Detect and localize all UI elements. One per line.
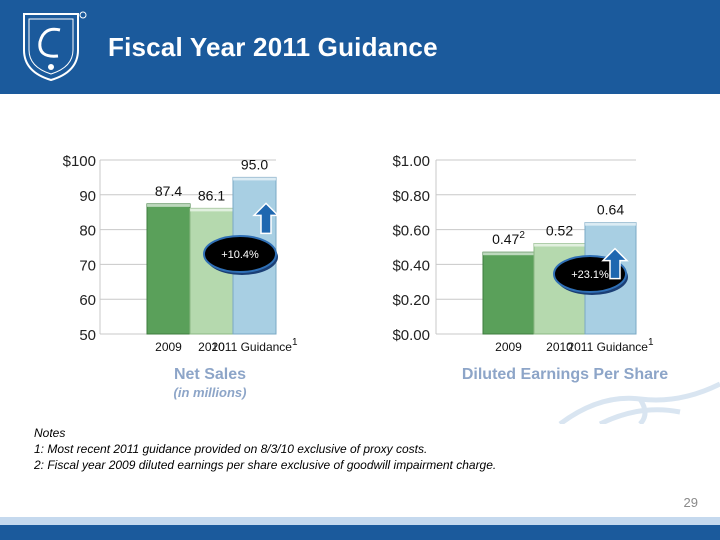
bar-value-label: 87.4 bbox=[155, 183, 182, 199]
bar-highlight bbox=[483, 252, 534, 256]
x-category-label: 2010 bbox=[198, 340, 225, 354]
y-tick-label: $0.60 bbox=[392, 223, 430, 240]
x-category-label: 2009 bbox=[155, 340, 182, 354]
page-title: Fiscal Year 2011 Guidance bbox=[108, 32, 438, 62]
charts-canvas: 50 60 70 80 90 $100 87.4 2009 86.1 2010 95.0 2011 G… bbox=[63, 153, 720, 424]
x-category-label: 2011 Guidance1 bbox=[567, 337, 654, 354]
company-crest-logo bbox=[23, 11, 87, 82]
note-1: 1: Most recent 2011 guidance provided on… bbox=[34, 442, 428, 456]
eps-chart-title: Diluted Earnings Per Share bbox=[461, 366, 669, 383]
net-sales-chart-title: Net Sales bbox=[173, 366, 247, 383]
bar-value-label: 86.1 bbox=[198, 187, 225, 203]
y-tick-label: 80 bbox=[79, 223, 96, 240]
note-2: 2: Fiscal year 2009 diluted earnings per… bbox=[34, 458, 497, 472]
net-sales-chart-subtitle: (in millions) bbox=[173, 385, 247, 400]
bar-2009 bbox=[482, 251, 535, 335]
bar-2009 bbox=[146, 203, 191, 335]
x-category-label: 2009 bbox=[495, 340, 522, 354]
value-superscript: 2 bbox=[519, 230, 525, 241]
growth-badge-label: +10.4% bbox=[221, 249, 259, 261]
net-sales-chart: 50 60 70 80 90 $100 87.4 2009 86.1 2010 95.0 2011 G… bbox=[63, 153, 298, 354]
bar-highlight bbox=[233, 177, 276, 181]
category-superscript: 1 bbox=[648, 337, 654, 348]
bar-value-label: 0.472 bbox=[492, 230, 525, 247]
notes-heading: Notes bbox=[34, 426, 66, 440]
page-number: 29 bbox=[683, 495, 698, 510]
bar-value-label: 95.0 bbox=[241, 156, 268, 172]
y-tick-label: 90 bbox=[79, 188, 96, 205]
bar-highlight bbox=[147, 203, 190, 207]
bar-value-label: 0.52 bbox=[546, 223, 573, 239]
growth-badge-label: +23.1% bbox=[571, 269, 609, 281]
bar-highlight bbox=[585, 222, 636, 226]
header-bar: Fiscal Year 2011 Guidance bbox=[0, 0, 720, 94]
growth-badge bbox=[203, 235, 277, 273]
bar-value-label: 0.64 bbox=[597, 202, 624, 218]
y-tick-label: $0.40 bbox=[392, 257, 430, 274]
growth-badge bbox=[553, 255, 627, 293]
y-tick-label: $100 bbox=[63, 153, 96, 170]
footer-bar bbox=[0, 517, 720, 540]
notes-section: Notes 1: Most recent 2011 guidance provi… bbox=[34, 425, 496, 473]
y-tick-label: 60 bbox=[79, 292, 96, 309]
y-tick-label: $1.00 bbox=[392, 153, 430, 170]
y-tick-label: 70 bbox=[79, 257, 96, 274]
bar-highlight bbox=[190, 208, 233, 212]
y-tick-label: 50 bbox=[79, 327, 96, 344]
category-superscript: 1 bbox=[292, 337, 298, 348]
y-tick-label: $0.20 bbox=[392, 292, 430, 309]
x-category-label: 2010 bbox=[546, 340, 573, 354]
up-arrow-icon bbox=[601, 247, 629, 280]
eps-chart: $0.00 $0.20 $0.40 $0.60 $0.80 $1.00 0.472 2009 0… bbox=[392, 153, 654, 354]
x-category-label: 2011 Guidance1 bbox=[211, 337, 298, 354]
bar-highlight bbox=[534, 243, 585, 247]
y-tick-label: $0.80 bbox=[392, 188, 430, 205]
up-arrow-icon bbox=[252, 202, 280, 235]
y-tick-label: $0.00 bbox=[392, 327, 430, 344]
watermark-motif bbox=[558, 381, 720, 424]
